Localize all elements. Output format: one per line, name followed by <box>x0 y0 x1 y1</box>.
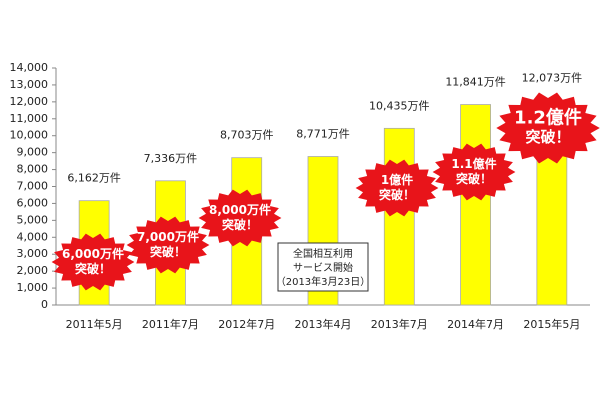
burst <box>432 143 516 201</box>
value-label: 6,162万件 <box>67 172 121 185</box>
burst-text: 6,000万件 <box>62 246 124 261</box>
x-tick-label: 2013年4月 <box>295 317 352 331</box>
y-tick-label: 4,000 <box>17 230 49 243</box>
value-label: 7,336万件 <box>144 152 198 165</box>
burst-text: 突破！ <box>525 128 570 146</box>
burst <box>496 92 600 164</box>
note-text: （2013年3月23日） <box>276 275 371 288</box>
value-label: 8,771万件 <box>296 128 350 141</box>
x-tick-label: 2013年7月 <box>371 317 428 331</box>
x-tick-label: 2014年7月 <box>447 317 504 331</box>
y-tick-label: 11,000 <box>10 112 49 125</box>
y-tick-label: 12,000 <box>10 95 49 108</box>
bar <box>383 127 415 306</box>
burst-text: 突破！ <box>456 171 492 186</box>
y-tick-label: 0 <box>41 298 48 311</box>
note-text: 全国相互利用 <box>293 247 353 260</box>
bar <box>460 104 491 306</box>
y-tick-label: 2,000 <box>17 264 49 277</box>
x-tick-label: 2015年5月 <box>523 317 580 331</box>
note-box <box>277 242 369 292</box>
burst <box>355 159 439 217</box>
burst-text: 8,000万件 <box>209 202 271 217</box>
burst-text: 突破！ <box>75 261 111 276</box>
burst-text: 突破！ <box>150 244 186 259</box>
value-label: 11,841万件 <box>445 76 506 89</box>
x-tick-label: 2011年7月 <box>142 317 199 331</box>
y-tick-label: 9,000 <box>17 146 49 159</box>
value-label: 8,703万件 <box>220 129 274 142</box>
burst-text: 突破！ <box>222 217 258 232</box>
y-tick-label: 3,000 <box>17 247 49 260</box>
value-label: 12,073万件 <box>522 72 583 85</box>
burst-text: 1億件 <box>381 172 413 187</box>
y-tick-label: 7,000 <box>17 180 49 193</box>
y-tick-label: 8,000 <box>17 163 49 176</box>
y-tick-label: 13,000 <box>10 78 49 91</box>
y-tick-label: 5,000 <box>17 213 49 226</box>
y-tick-label: 1,000 <box>17 281 49 294</box>
burst-text: 7,000万件 <box>137 229 199 244</box>
y-tick-label: 10,000 <box>10 129 49 142</box>
value-label: 10,435万件 <box>369 99 430 112</box>
y-tick-label: 6,000 <box>17 196 49 209</box>
burst <box>51 233 135 291</box>
burst <box>126 216 210 274</box>
burst-text: 突破！ <box>379 187 415 202</box>
burst-text: 1.2億件 <box>514 107 582 129</box>
note-text: サービス開始 <box>293 261 353 274</box>
x-tick-label: 2011年5月 <box>66 317 123 331</box>
x-tick-label: 2012年7月 <box>218 317 275 331</box>
burst <box>198 189 282 247</box>
burst-text: 1.1億件 <box>451 156 496 171</box>
y-tick-label: 14,000 <box>10 61 49 74</box>
